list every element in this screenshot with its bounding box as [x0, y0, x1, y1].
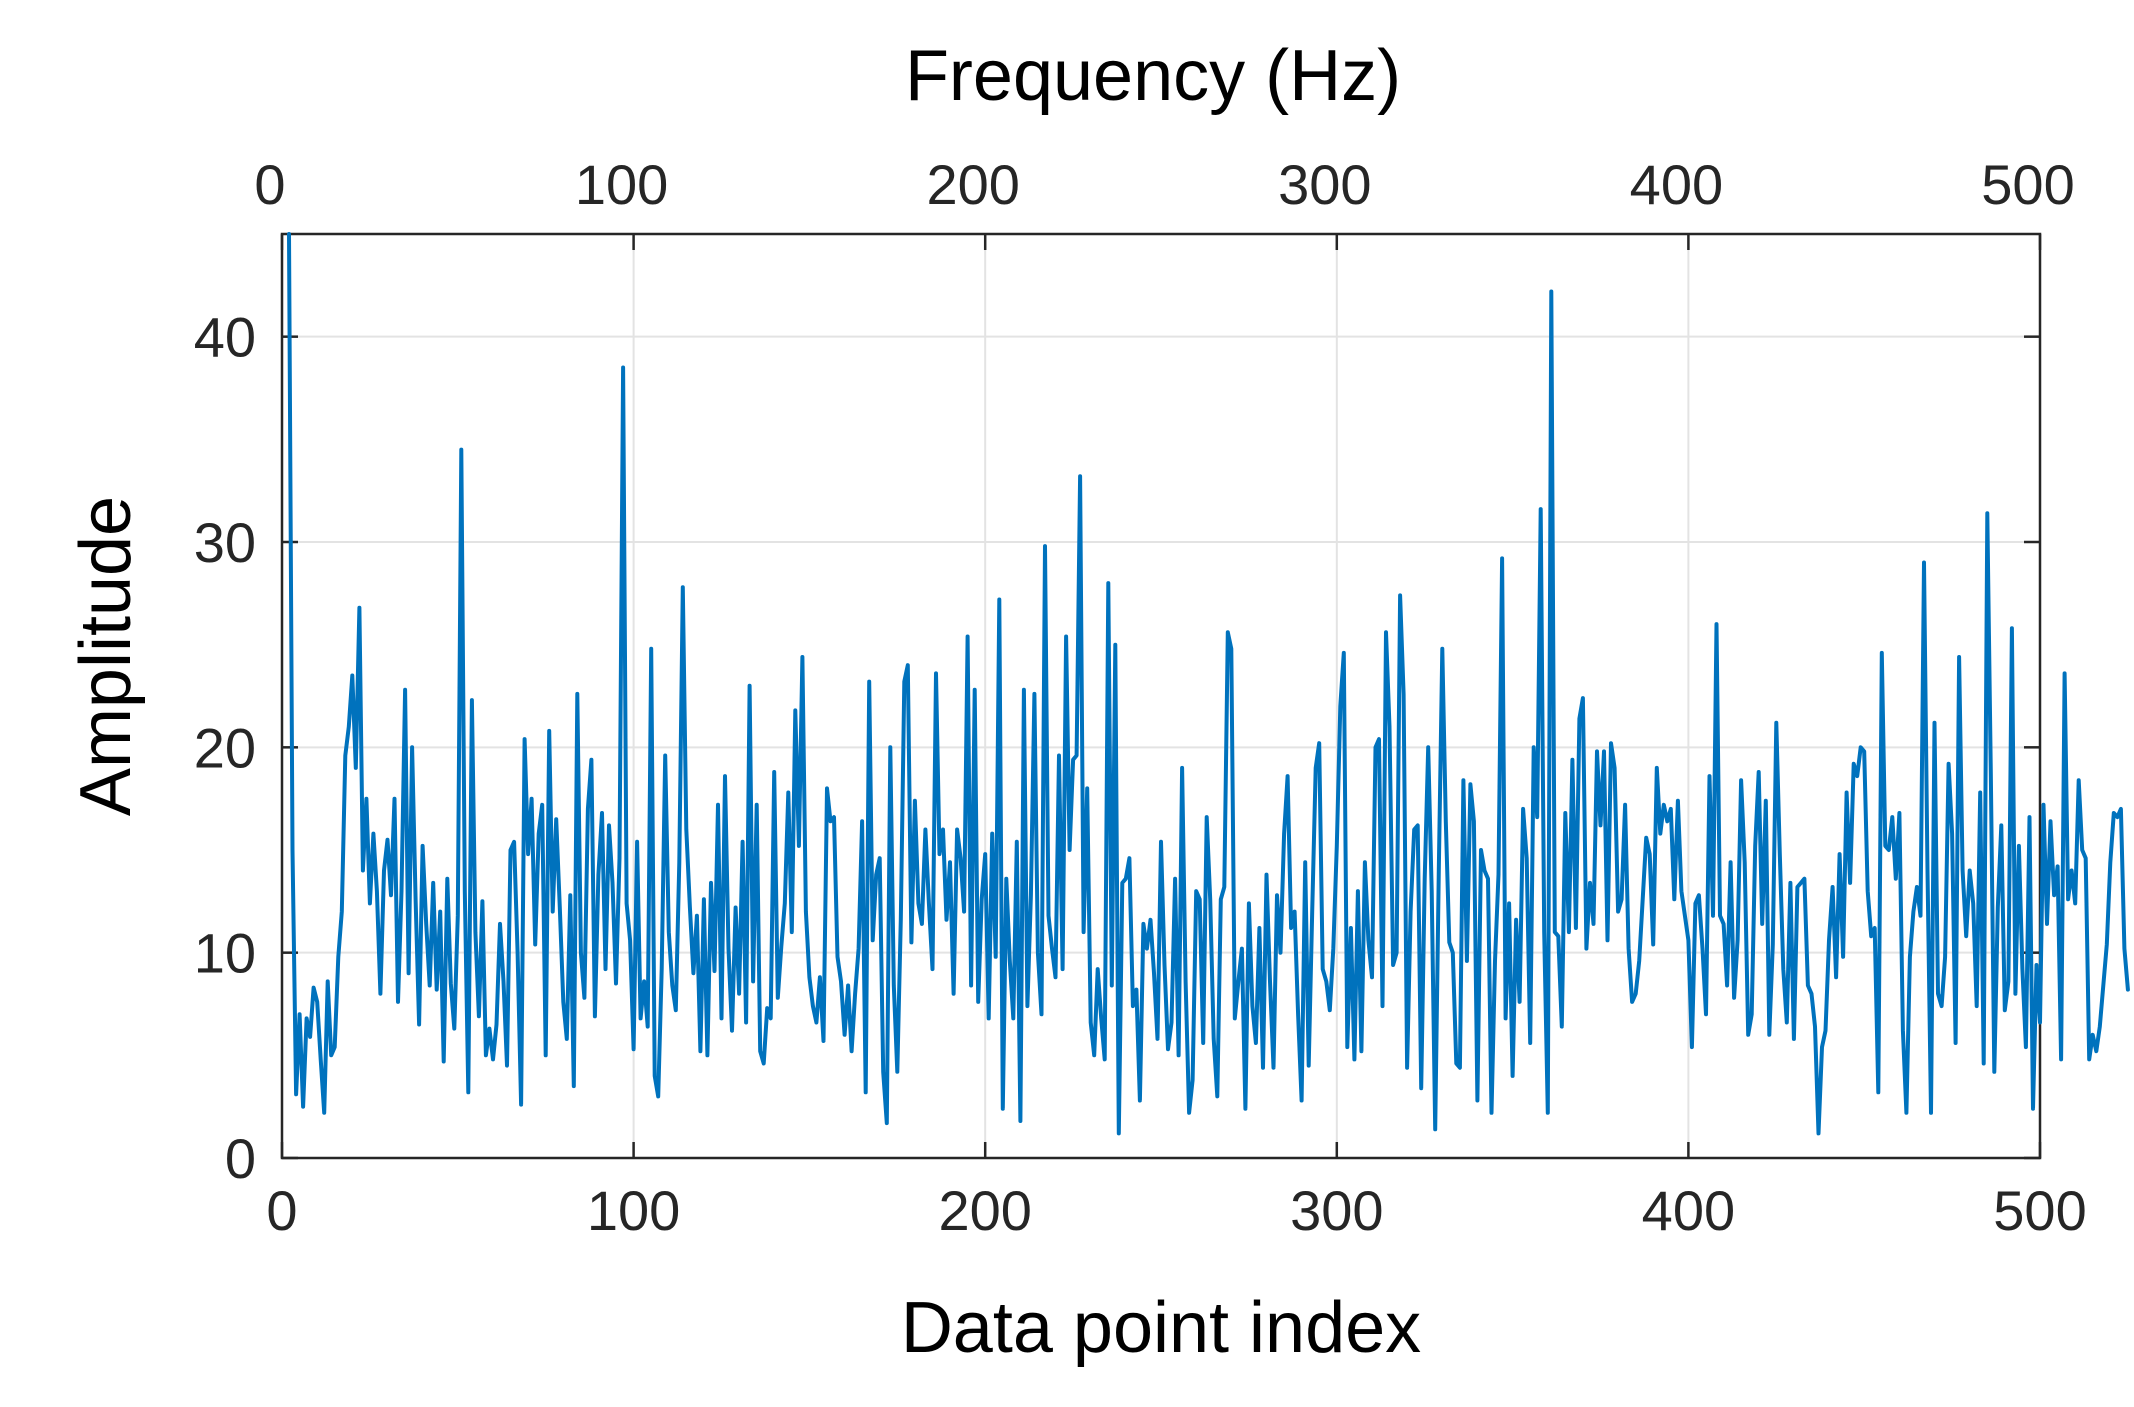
- x2-tick-label: 400: [1630, 153, 1723, 216]
- x2-tick-label: 100: [575, 153, 668, 216]
- y-tick-label: 10: [194, 922, 256, 985]
- x2-axis-title: Frequency (Hz): [905, 36, 1401, 116]
- x2-tick-label: 300: [1278, 153, 1371, 216]
- y-tick-label: 20: [194, 716, 256, 779]
- y-axis-title: Amplitude: [66, 496, 146, 816]
- x-tick-label: 300: [1290, 1179, 1383, 1242]
- x-tick-label: 200: [938, 1179, 1031, 1242]
- y-tick-label: 30: [194, 511, 256, 574]
- tick-labels: 0 100 200 300 400 500 0 100 200 300 400 500 0 10 20 30 4…: [194, 153, 2087, 1242]
- x2-tick-label: 500: [1981, 153, 2074, 216]
- x2-tick-label: 0: [254, 153, 285, 216]
- x-tick-label: 100: [587, 1179, 680, 1242]
- y-tick-label: 0: [225, 1127, 256, 1190]
- x-tick-label: 400: [1642, 1179, 1735, 1242]
- series-line: [287, 232, 2130, 1136]
- plot-area-frame: [280, 232, 2042, 1160]
- x-tick-label: 0: [266, 1179, 297, 1242]
- tick-marks: [280, 234, 2042, 1160]
- x-axis-title: Data point index: [901, 1288, 1421, 1368]
- y-tick-label: 40: [194, 306, 256, 369]
- x-tick-label: 500: [1993, 1179, 2086, 1242]
- x2-tick-label: 200: [926, 153, 1019, 216]
